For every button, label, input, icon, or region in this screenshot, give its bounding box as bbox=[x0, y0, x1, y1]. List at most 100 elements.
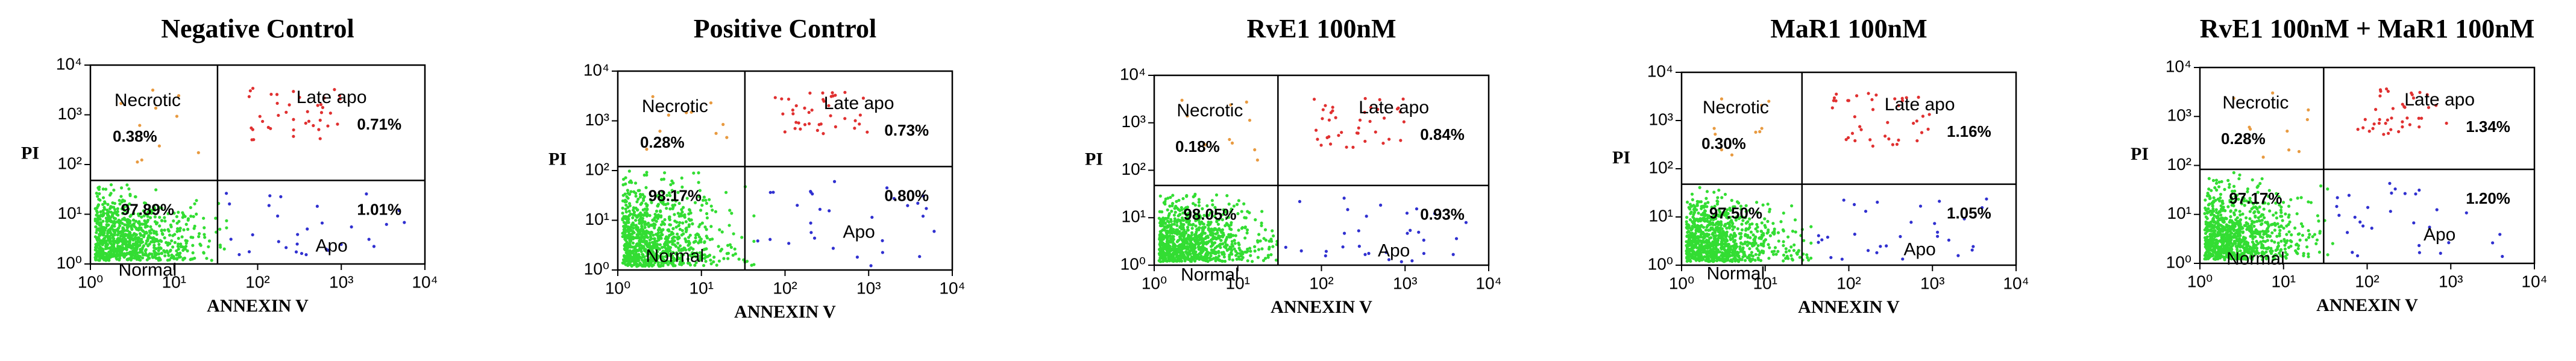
event-dot bbox=[1228, 137, 1231, 142]
event-dot bbox=[1182, 223, 1186, 227]
event-dot bbox=[650, 201, 653, 204]
event-dot bbox=[635, 264, 639, 268]
event-dot bbox=[2372, 122, 2376, 126]
event-dot bbox=[733, 247, 737, 251]
event-dot bbox=[1909, 221, 1913, 224]
event-dot bbox=[304, 121, 307, 125]
event-dot bbox=[1165, 226, 1169, 230]
event-dot bbox=[1158, 259, 1161, 263]
event-dot bbox=[843, 117, 847, 121]
event-dot bbox=[1783, 257, 1788, 260]
event-dot bbox=[1714, 247, 1717, 251]
event-dot bbox=[1236, 251, 1239, 256]
event-dot bbox=[133, 248, 137, 252]
event-dot bbox=[1183, 259, 1187, 263]
event-dot bbox=[1834, 99, 1838, 102]
event-dot bbox=[662, 177, 666, 181]
event-dot bbox=[101, 202, 105, 206]
event-dot bbox=[2297, 244, 2301, 248]
event-dot bbox=[2283, 239, 2287, 243]
x-tick-label: 10⁰ bbox=[1142, 274, 1167, 292]
event-dot bbox=[2435, 208, 2439, 212]
event-dot bbox=[2243, 236, 2247, 240]
event-dot bbox=[1228, 227, 1232, 231]
event-dot bbox=[2275, 216, 2279, 220]
event-dot bbox=[2232, 224, 2236, 227]
event-dot bbox=[2234, 245, 2238, 248]
event-dot bbox=[630, 256, 634, 259]
event-dot bbox=[328, 111, 332, 115]
event-dot bbox=[1222, 255, 1226, 259]
event-dot bbox=[1260, 247, 1264, 251]
event-dot bbox=[2401, 125, 2404, 129]
event-dot bbox=[1703, 202, 1707, 206]
event-dot bbox=[1713, 242, 1717, 245]
event-dot bbox=[1847, 99, 1850, 102]
chart-title: Positive Control bbox=[694, 14, 877, 43]
event-dot bbox=[269, 92, 273, 96]
event-dot bbox=[690, 218, 693, 222]
event-dot bbox=[623, 230, 627, 234]
event-dot bbox=[2218, 210, 2222, 214]
event-dot bbox=[1176, 219, 1180, 222]
event-dot bbox=[2313, 233, 2317, 236]
event-dot bbox=[676, 232, 679, 236]
event-dot bbox=[661, 233, 664, 237]
event-dot bbox=[2222, 246, 2226, 250]
event-dot bbox=[834, 125, 837, 128]
event-dot bbox=[1791, 230, 1795, 233]
event-dot bbox=[1753, 239, 1756, 242]
event-dot bbox=[703, 257, 706, 260]
event-dot bbox=[1196, 227, 1199, 231]
event-dot bbox=[1767, 256, 1771, 260]
event-dot bbox=[2317, 219, 2320, 223]
event-dot bbox=[372, 245, 376, 248]
event-dot bbox=[99, 253, 104, 257]
quadrant-name: Normal bbox=[646, 246, 705, 266]
event-dot bbox=[655, 209, 659, 213]
event-dot bbox=[97, 198, 101, 201]
event-dot bbox=[681, 221, 685, 225]
event-dot bbox=[139, 248, 142, 251]
event-dot bbox=[2231, 227, 2235, 230]
event-dot bbox=[1771, 222, 1775, 225]
y-tick-label: 10³ bbox=[58, 104, 82, 123]
event-dot bbox=[1758, 130, 1762, 134]
event-dot bbox=[2223, 237, 2227, 240]
event-dot bbox=[170, 239, 174, 243]
event-dot bbox=[626, 221, 630, 224]
event-dot bbox=[1365, 215, 1368, 218]
event-dot bbox=[97, 227, 101, 231]
event-dot bbox=[1185, 251, 1189, 256]
event-dot bbox=[2205, 217, 2209, 221]
event-dot bbox=[1168, 234, 1172, 237]
event-dot bbox=[1324, 104, 1327, 107]
event-dot bbox=[652, 237, 656, 240]
event-dot bbox=[104, 244, 108, 248]
event-dot bbox=[2241, 227, 2245, 230]
event-dot bbox=[119, 102, 123, 105]
event-dot bbox=[1379, 203, 1383, 207]
event-dot bbox=[694, 255, 699, 259]
event-dot bbox=[203, 226, 206, 230]
event-dot bbox=[1325, 136, 1329, 139]
x-tick-label: 10³ bbox=[856, 278, 881, 297]
event-dot bbox=[1871, 108, 1875, 111]
event-dot bbox=[140, 158, 143, 162]
event-dot bbox=[186, 227, 190, 231]
event-dot bbox=[661, 190, 664, 194]
event-dot bbox=[155, 237, 159, 241]
event-dot bbox=[167, 229, 171, 233]
event-dot bbox=[163, 254, 167, 258]
event-dot bbox=[1782, 243, 1785, 248]
event-dot bbox=[698, 222, 702, 227]
event-dot bbox=[2246, 241, 2250, 245]
event-dot bbox=[1170, 222, 1174, 227]
event-dot bbox=[2220, 239, 2224, 242]
event-dot bbox=[175, 115, 179, 118]
event-dot bbox=[2403, 192, 2407, 195]
event-dot bbox=[2389, 128, 2393, 131]
event-dot bbox=[1211, 231, 1215, 236]
event-dot bbox=[2211, 207, 2215, 211]
